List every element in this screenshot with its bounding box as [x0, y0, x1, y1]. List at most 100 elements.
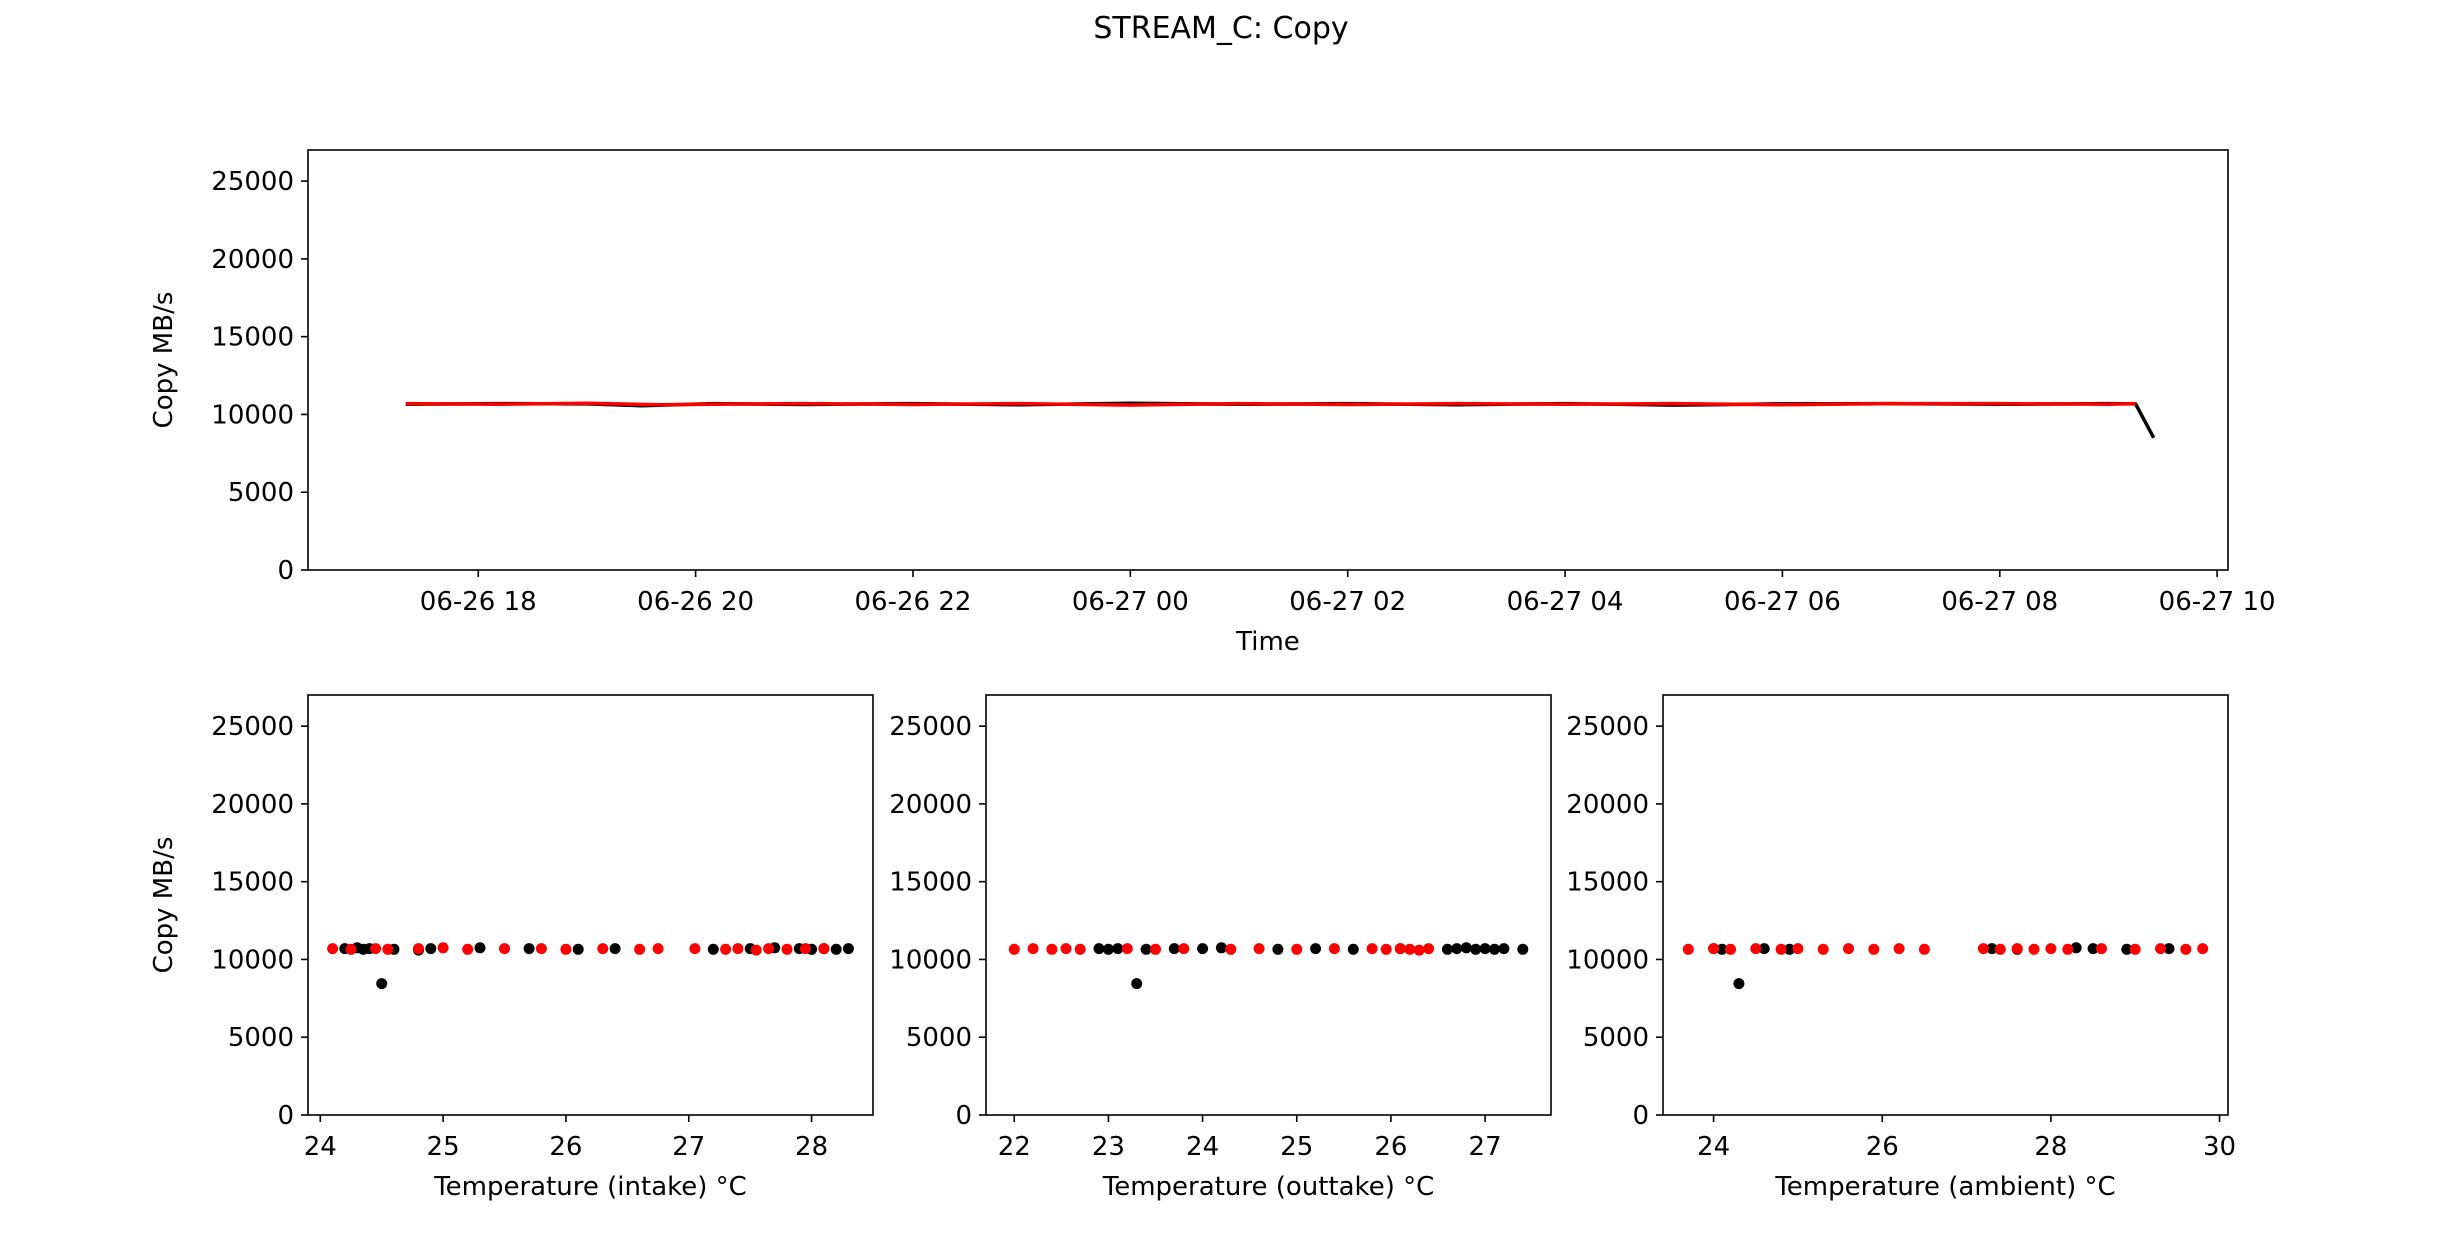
y-axis-label: Copy MB/s: [149, 837, 179, 974]
scatter-point: [1310, 943, 1322, 955]
scatter-point: [1498, 943, 1510, 955]
scatter-point: [1977, 943, 1989, 955]
scatter-point: [1046, 943, 1058, 955]
x-tick-label: 06-26 22: [855, 587, 972, 617]
scatter-point: [1843, 943, 1854, 955]
scatter-point: [437, 942, 449, 954]
scatter-point: [1423, 943, 1435, 955]
scatter-point: [609, 943, 621, 955]
scatter-point: [652, 943, 664, 955]
x-tick-label: 28: [795, 1132, 828, 1162]
scatter-point: [2197, 943, 2209, 955]
scatter-point: [382, 943, 394, 955]
scatter-point: [720, 943, 732, 955]
scatter-point: [499, 943, 510, 955]
scatter-point: [1253, 943, 1265, 955]
scatter-point: [1784, 943, 1795, 955]
scatter-point: [523, 943, 535, 955]
scatter-point: [2129, 943, 2141, 955]
x-tick-label: 24: [1697, 1132, 1730, 1162]
scatter-point: [2011, 943, 2023, 955]
scatter-point: [2180, 943, 2192, 955]
scatter-point: [1451, 943, 1463, 955]
x-tick-label: 26: [1866, 1132, 1899, 1162]
scatter-point: [1817, 943, 1829, 955]
scatter-point: [1102, 943, 1114, 955]
scatter-point: [1470, 943, 1482, 955]
scatter-point: [1479, 943, 1491, 955]
scatter-point: [1775, 943, 1787, 955]
scatter-point: [1994, 943, 2006, 955]
x-tick-label: 06-27 00: [1072, 587, 1189, 617]
scatter-point: [799, 943, 811, 955]
scatter-point: [1394, 943, 1406, 955]
scatter-point: [1918, 943, 1930, 955]
scatter-point: [1733, 978, 1745, 990]
scatter-point: [425, 943, 437, 955]
axes-frame: [1662, 694, 2229, 1116]
scatter-point: [1272, 943, 1284, 955]
scatter-point: [1441, 943, 1453, 955]
scatter-point: [818, 943, 830, 955]
y-tick-label: 15000: [211, 323, 294, 353]
scatter-point: [1489, 943, 1500, 955]
y-tick-label: 10000: [889, 945, 972, 975]
x-tick-label: 30: [2203, 1132, 2236, 1162]
x-tick-label: 26: [549, 1132, 582, 1162]
y-tick-label: 25000: [1566, 712, 1649, 742]
y-tick-label: 20000: [889, 790, 972, 820]
scatter-point: [1380, 943, 1392, 955]
scatter-point: [707, 943, 719, 955]
scatter-point: [1750, 943, 1762, 955]
scatter-point: [1140, 943, 1152, 955]
scatter-point: [370, 943, 382, 955]
scatter-point: [1121, 943, 1133, 955]
time-series-panel: 0 5000 10000 15000 20000 25000 06-26 18 06-26 2…: [149, 149, 2276, 657]
scatter-point: [1328, 943, 1340, 955]
axes-frame: [985, 694, 1552, 1116]
figure-title: STREAM_C: Copy: [1093, 11, 1348, 46]
x-tick-label: 25: [1280, 1132, 1313, 1162]
y-tick-label: 5000: [906, 1023, 972, 1053]
scatter-point: [1291, 943, 1303, 955]
axes-frame: [307, 149, 2229, 571]
scatter-point: [1868, 943, 1880, 955]
scatter-point: [413, 943, 424, 955]
x-tick-label: 24: [304, 1132, 337, 1162]
scatter-point: [1178, 943, 1190, 955]
scatter-point: [2062, 943, 2074, 955]
y-tick-label: 25000: [211, 712, 294, 742]
y-tick-label: 20000: [211, 245, 294, 275]
scatter-point: [781, 943, 793, 955]
x-tick-label: 28: [2034, 1132, 2067, 1162]
scatter-point: [2163, 943, 2175, 955]
scatter-point: [763, 943, 775, 955]
scatter-point: [1347, 943, 1359, 955]
y-tick-label: 10000: [1566, 945, 1649, 975]
scatter-point: [2096, 943, 2107, 955]
scatter-point: [1215, 942, 1227, 954]
scatter-point: [750, 944, 762, 956]
x-tick-label: 22: [998, 1132, 1031, 1162]
x-tick-label: 23: [1092, 1132, 1125, 1162]
scatter-point: [830, 943, 842, 955]
scatter-point: [1413, 944, 1425, 956]
y-tick-label: 20000: [211, 790, 294, 820]
scatter-point: [1716, 943, 1728, 955]
scatter-point: [474, 942, 486, 954]
scatter-point: [345, 943, 357, 955]
x-tick-label: 06-27 06: [1724, 587, 1841, 617]
y-axis-label: Copy MB/s: [149, 292, 179, 429]
y-tick-label: 15000: [889, 868, 972, 898]
x-tick-label: 26: [1374, 1132, 1407, 1162]
y-tick-label: 0: [955, 1101, 972, 1131]
scatter-point: [535, 943, 547, 955]
x-tick-label: 06-27 02: [1289, 587, 1406, 617]
scatter-point: [1708, 943, 1720, 955]
x-tick-label: 06-26 20: [637, 587, 754, 617]
y-tick-label: 5000: [228, 478, 294, 508]
y-tick-label: 15000: [1566, 868, 1649, 898]
x-tick-label: 24: [1186, 1132, 1219, 1162]
scatter-point: [1093, 943, 1105, 955]
